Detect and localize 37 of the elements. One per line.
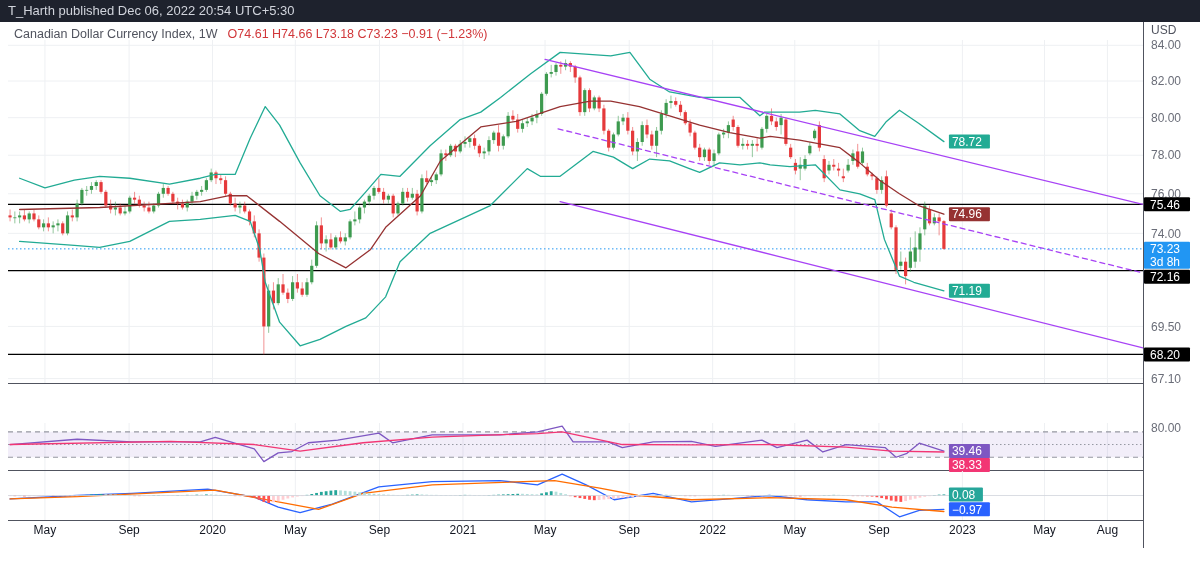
x-tick-label: May [33,523,57,537]
x-tick-label: Sep [118,523,141,537]
y-tick-label: 80.00 [1151,110,1182,125]
y-axis-title: USD [1151,23,1177,37]
x-tick-label: 2023 [949,523,977,537]
y-tick-label: 74.00 [1151,226,1182,241]
data-label: 78.72 [951,134,983,149]
x-tick-label: May [1033,523,1056,537]
x-tick-label: May [284,523,307,537]
data-label: 71.19 [951,283,983,298]
chart-subtitle: O74.61 H74.66 L73.18 C73.23 −0.91 (−1.23%) [227,27,488,41]
ref-line-label: 72.16 [1150,270,1181,285]
data-label: 74.96 [951,207,983,222]
x-tick-label: 2021 [449,523,477,537]
chart-title: Canadian Dollar Currency Index, 1W [14,27,218,41]
x-tick-label: Sep [868,523,890,537]
text: 3d 8h [1150,255,1181,270]
annotation: 39.46 [951,444,983,459]
ref-line-label: 73.23 [1150,242,1181,257]
ref-line-label: 75.46 [1150,197,1181,212]
y-tick-label: 78.00 [1151,148,1182,163]
x-tick-label: May [533,523,557,537]
y-tick-label: 84.00 [1151,38,1182,53]
y-tick-label: 67.10 [1151,371,1182,386]
ref-line-label: 68.20 [1150,347,1181,362]
y-tick-label: 82.00 [1151,74,1182,89]
x-tick-label: Sep [368,523,391,537]
y-tick-label: 69.50 [1151,319,1182,334]
annotation: 0.08 [951,487,976,502]
x-tick-label: Sep [618,523,641,537]
annotation: 38.33 [951,458,983,473]
x-tick-label: May [783,523,807,537]
x-tick-label: 2022 [699,523,727,537]
text: T_Harth published Dec 06, 2022 20:54 UTC+5:30 [8,3,295,18]
x-tick-label: 2020 [199,523,227,537]
annotation: −0.97 [951,502,983,517]
x-tick-label: Aug [1096,523,1119,537]
